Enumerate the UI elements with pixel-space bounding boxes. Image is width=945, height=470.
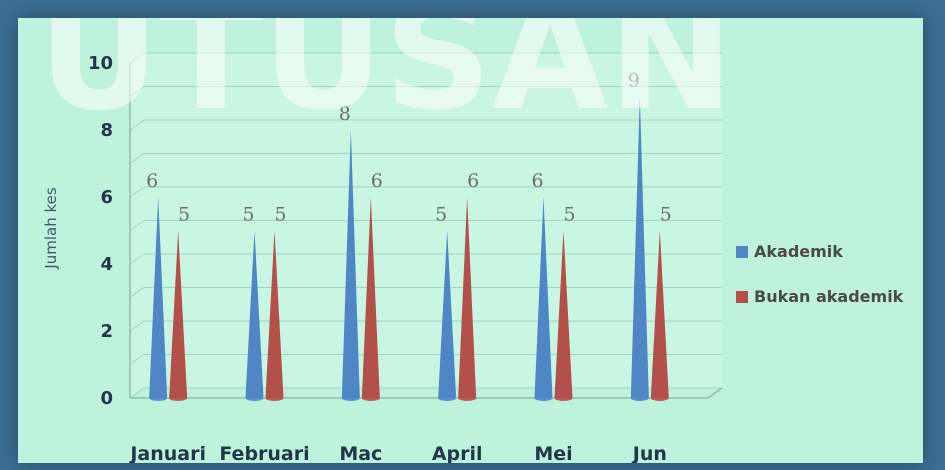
data-label: 5: [563, 204, 575, 226]
bar-base: [554, 395, 573, 401]
category-label: Mei: [534, 443, 572, 463]
bar-akademik: [630, 96, 649, 398]
gridline-depth: [129, 153, 145, 164]
y-tick-label: 6: [100, 187, 113, 208]
y-tick-label: 10: [88, 53, 113, 74]
y-tick-label: 2: [100, 321, 113, 342]
bar-base: [265, 395, 284, 401]
data-label: 9: [628, 70, 640, 92]
data-label: 6: [146, 170, 158, 192]
y-tick-label: 8: [100, 120, 113, 141]
bar-akademik: [149, 197, 168, 398]
axes: [129, 63, 723, 399]
bar-bukan-akademik: [458, 197, 477, 398]
bar-base: [245, 395, 264, 401]
category-label: Februari: [219, 443, 309, 463]
gridline-depth: [129, 186, 145, 198]
gridline-depth: [129, 119, 145, 131]
gridline-depth: [129, 253, 145, 265]
y-tick-label: 4: [100, 254, 113, 275]
floor-edge: [707, 387, 723, 399]
data-label: 6: [467, 170, 479, 192]
data-label: 5: [242, 204, 254, 226]
bar-base: [534, 395, 553, 401]
legend: Akademik Bukan akademik: [736, 242, 904, 306]
gridline-depth: [129, 387, 145, 399]
data-label: 6: [371, 170, 383, 192]
bar-bukan-akademik: [265, 230, 284, 398]
bar-base: [650, 395, 669, 401]
data-label: 8: [339, 103, 351, 125]
category-label: April: [432, 443, 483, 463]
bar-akademik: [245, 230, 264, 398]
bar-bukan-akademik: [361, 197, 380, 398]
bar-bukan-akademik: [650, 230, 669, 398]
gridline-depth: [129, 86, 145, 97]
watermark: UTUSAN: [38, 18, 734, 144]
legend-swatch: [736, 291, 748, 303]
bar-bukan-akademik: [554, 230, 573, 398]
category-label: Januari: [128, 443, 206, 463]
gridline-depth: [129, 220, 145, 231]
bar-base: [341, 395, 360, 401]
bars: [149, 96, 669, 401]
y-tick-label: 0: [100, 388, 113, 409]
data-label: 5: [178, 204, 190, 226]
bar-base: [438, 395, 457, 401]
data-label: 6: [531, 170, 543, 192]
bar-bukan-akademik: [169, 230, 188, 398]
y-tick-labels: 0 2 4 6 8 10: [88, 53, 113, 409]
bar-base: [458, 395, 477, 401]
bar-base: [630, 395, 649, 401]
data-label: 5: [435, 204, 447, 226]
gridline-depth: [129, 354, 145, 365]
legend-label: Bukan akademik: [754, 287, 904, 306]
category-label: Mac: [339, 443, 382, 463]
data-label: 5: [274, 204, 286, 226]
bar-akademik: [534, 197, 553, 398]
y-axis-title: Jumlah kes: [42, 187, 60, 270]
gridline-depth: [129, 320, 145, 332]
legend-swatch: [736, 246, 748, 258]
category-labels: Januari Februari Mac April Mei Jun: [128, 443, 667, 463]
bar-akademik: [438, 230, 457, 398]
bar-base: [169, 395, 188, 401]
category-label: Jun: [631, 443, 667, 463]
gridline-depth: [129, 52, 145, 64]
gridline-depth: [129, 287, 145, 298]
legend-label: Akademik: [754, 242, 843, 261]
bar-base: [149, 395, 168, 401]
bar-base: [361, 395, 380, 401]
data-label: 5: [660, 204, 672, 226]
bar-akademik: [341, 130, 360, 398]
